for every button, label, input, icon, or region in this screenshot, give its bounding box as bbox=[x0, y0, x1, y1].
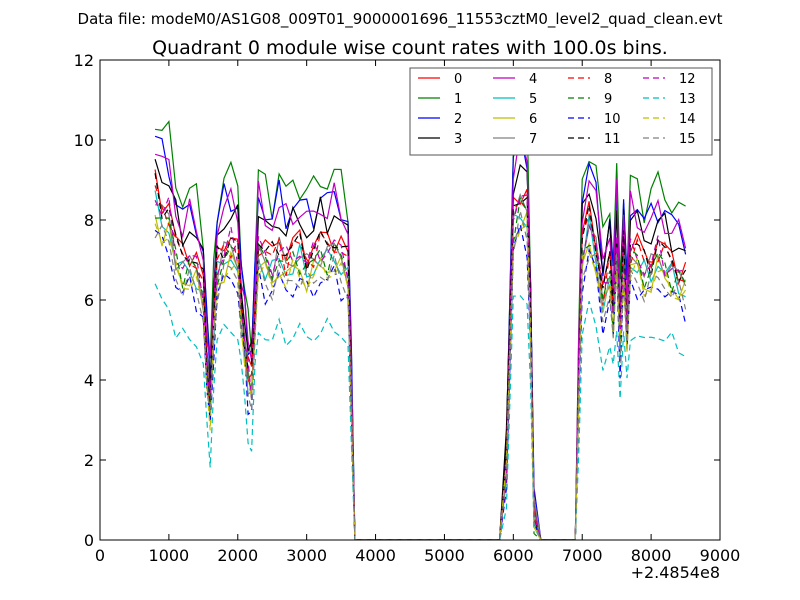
x-tick-label: 4000 bbox=[355, 546, 396, 565]
legend-label-0: 0 bbox=[454, 72, 462, 87]
x-tick-label: 8000 bbox=[631, 546, 672, 565]
legend-label-1: 1 bbox=[454, 92, 462, 107]
legend-label-6: 6 bbox=[529, 112, 537, 127]
x-tick-label: 3000 bbox=[286, 546, 327, 565]
legend-label-13: 13 bbox=[679, 92, 696, 107]
legend-label-12: 12 bbox=[679, 72, 696, 87]
x-tick-label: 6000 bbox=[493, 546, 534, 565]
y-tick-label: 12 bbox=[74, 51, 94, 70]
legend-label-4: 4 bbox=[529, 72, 537, 87]
series-layer bbox=[154, 109, 687, 540]
legend-label-5: 5 bbox=[529, 92, 537, 107]
chart-suptitle: Data file: modeM0/AS1G08_009T01_90000016… bbox=[78, 10, 723, 29]
x-tick-label: 1000 bbox=[149, 546, 190, 565]
y-tick-label: 10 bbox=[74, 131, 94, 150]
x-tick-label: 5000 bbox=[424, 546, 465, 565]
x-offset-label: +2.4854e8 bbox=[631, 563, 720, 582]
legend-frame bbox=[409, 67, 713, 156]
legend-label-8: 8 bbox=[604, 72, 612, 87]
legend-label-11: 11 bbox=[604, 132, 621, 147]
x-tick-label: 2000 bbox=[217, 546, 258, 565]
legend-label-9: 9 bbox=[604, 92, 612, 107]
legend-label-14: 14 bbox=[679, 112, 696, 127]
legend-label-15: 15 bbox=[679, 132, 696, 147]
y-tick-label: 0 bbox=[84, 531, 94, 550]
x-tick-label: 9000 bbox=[700, 546, 741, 565]
x-tick-label: 0 bbox=[95, 546, 105, 565]
series-line-13 bbox=[154, 283, 686, 540]
legend-label-10: 10 bbox=[604, 112, 621, 127]
y-tick-label: 4 bbox=[84, 371, 94, 390]
y-tick-label: 6 bbox=[84, 291, 94, 310]
legend-label-3: 3 bbox=[454, 132, 462, 147]
series-line-15 bbox=[154, 210, 687, 540]
x-tick-label: 7000 bbox=[562, 546, 603, 565]
chart-title: Quadrant 0 module wise count rates with … bbox=[152, 37, 668, 59]
y-tick-label: 2 bbox=[84, 451, 94, 470]
y-tick-label: 8 bbox=[84, 211, 94, 230]
series-line-10 bbox=[154, 224, 687, 540]
legend-label-7: 7 bbox=[529, 132, 537, 147]
legend-label-2: 2 bbox=[454, 112, 462, 127]
ticks-layer: 0 1000 2000 3000 4000 5000 6000 7000 8000 9000 0 2 4… bbox=[74, 51, 741, 565]
